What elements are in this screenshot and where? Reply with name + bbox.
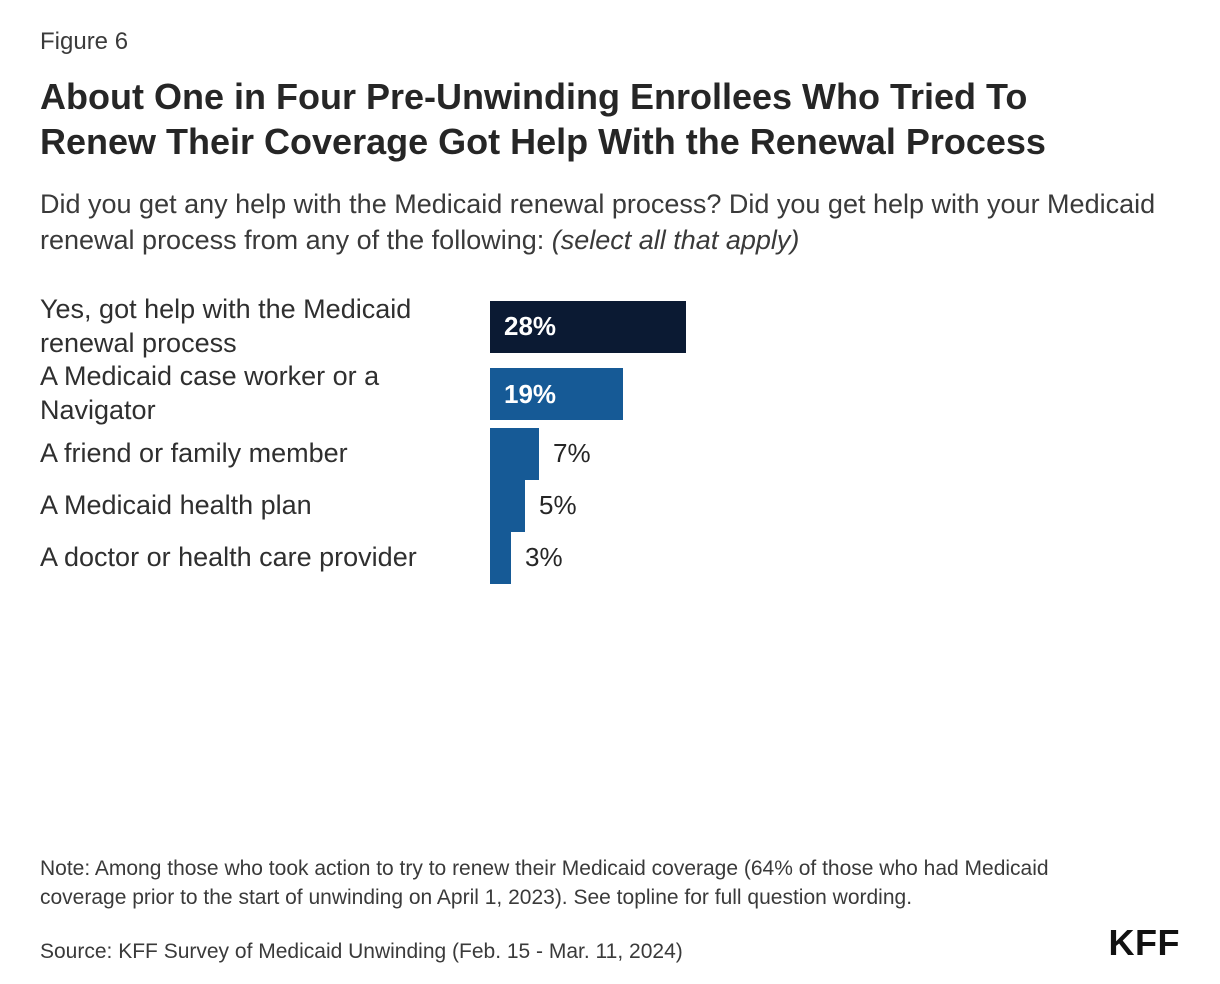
bar-label: A Medicaid case worker or a Navigator <box>40 360 480 428</box>
bar-label: A Medicaid health plan <box>40 489 480 523</box>
bar-secondary-0: 19% <box>490 368 1180 420</box>
figure-container: Figure 6 About One in Four Pre-Unwinding… <box>0 0 1220 984</box>
bar-primary: 28% <box>490 301 1180 353</box>
bar-value-outside: 7% <box>553 438 591 469</box>
bar-secondary-3: 3% 3% <box>490 532 1180 584</box>
bar-label: A friend or family member <box>40 437 480 471</box>
bar-secondary-1: 7% 7% <box>490 428 1180 480</box>
bar-rect: 19% <box>490 368 623 420</box>
bar-label-primary: Yes, got help with the Medicaid renewal … <box>40 293 480 361</box>
bar-rect: 7% <box>490 428 539 480</box>
kff-logo: KFF <box>1109 922 1180 964</box>
bar-secondary-2: 5% 5% <box>490 480 1180 532</box>
bar-value-outside: 3% <box>525 542 563 573</box>
figure-label: Figure 6 <box>40 28 1180 56</box>
bar-value-primary: 28% <box>490 311 556 342</box>
bar-rect-primary: 28% <box>490 301 686 353</box>
question-italic-text: (select all that apply) <box>552 225 800 255</box>
bar-chart: Yes, got help with the Medicaid renewal … <box>40 293 1180 584</box>
bar-value-outside: 5% <box>539 490 577 521</box>
source-row: Source: KFF Survey of Medicaid Unwinding… <box>40 922 1180 964</box>
survey-question: Did you get any help with the Medicaid r… <box>40 186 1160 259</box>
chart-title: About One in Four Pre-Unwinding Enrollee… <box>40 74 1140 164</box>
footnote: Note: Among those who took action to try… <box>40 855 1070 912</box>
bar-value: 19% <box>490 379 556 410</box>
bar-rect: 3% <box>490 532 511 584</box>
bar-label: A doctor or health care provider <box>40 541 480 575</box>
source-text: Source: KFF Survey of Medicaid Unwinding… <box>40 940 683 964</box>
bar-rect: 5% <box>490 480 525 532</box>
figure-footer: Note: Among those who took action to try… <box>40 825 1180 964</box>
